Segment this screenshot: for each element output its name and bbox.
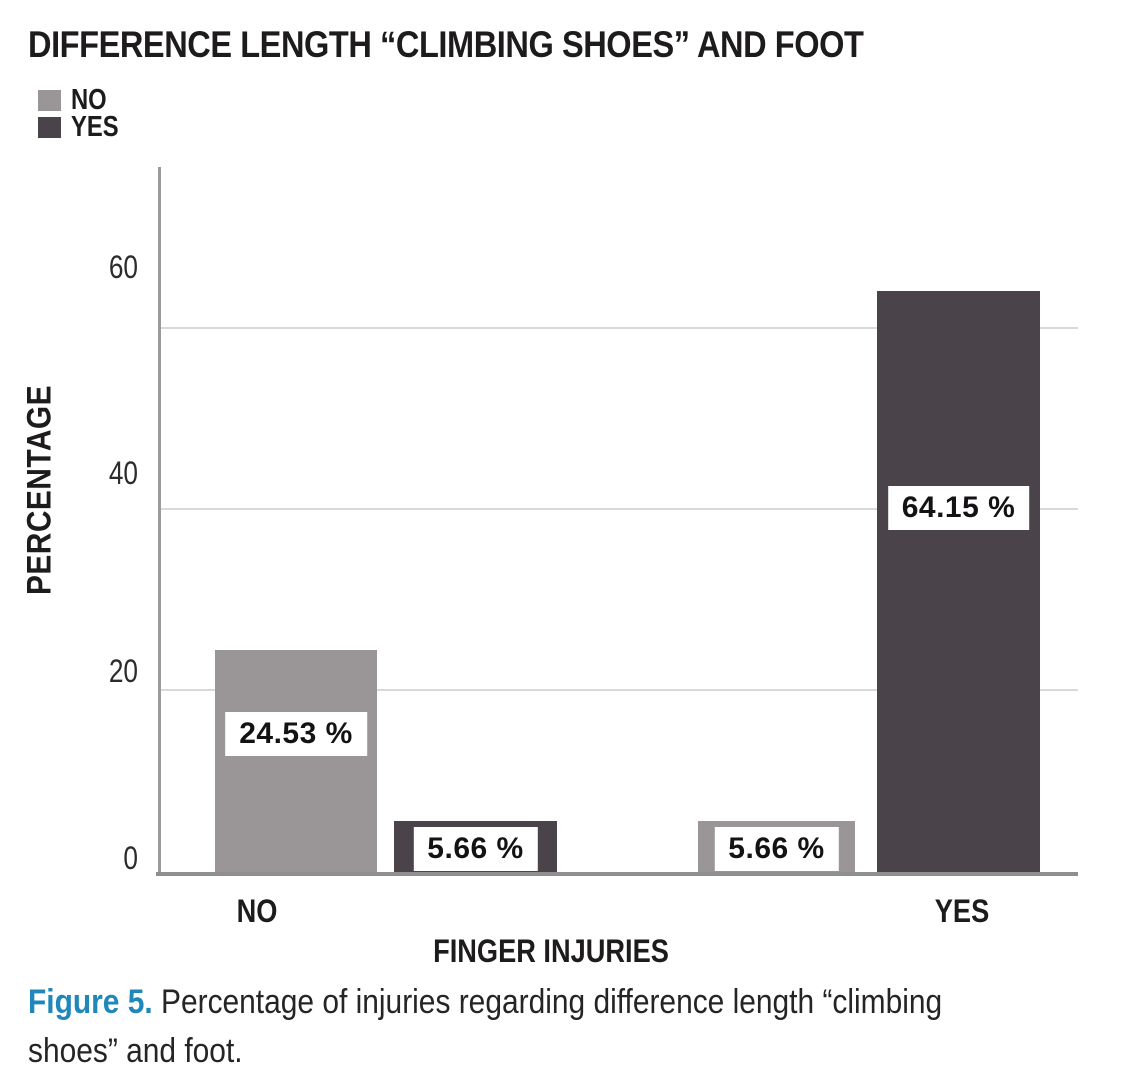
plot-area: 24.53 % 5.66 % 5.66 % 64.15 % — [158, 167, 1078, 872]
legend-swatch-yes — [38, 117, 61, 138]
chart-title: DIFFERENCE LENGTH “CLIMBING SHOES” AND F… — [28, 24, 864, 65]
legend-label-no: NO — [71, 84, 107, 116]
x-tick-label-yes: YES — [934, 893, 990, 929]
value-label-yes-yes: 64.15 % — [887, 486, 1030, 530]
bar-no-no — [215, 650, 377, 872]
gridline-60 — [158, 327, 1078, 329]
figure-number: Figure 5. — [28, 983, 153, 1021]
y-axis-line — [158, 167, 161, 875]
y-tick-label-60: 60 — [108, 249, 138, 285]
gridline-20 — [158, 689, 1078, 691]
y-tick-label-20: 20 — [108, 653, 138, 689]
value-label-yes-no: 5.66 % — [714, 827, 839, 871]
caption-line2: shoes” and foot. — [28, 1032, 243, 1070]
legend-item-no: NO — [38, 84, 129, 116]
y-tick-label-40: 40 — [108, 455, 138, 491]
x-axis-line — [156, 872, 1078, 876]
bar-yes-yes — [877, 291, 1040, 872]
value-label-no-no: 24.53 % — [225, 712, 367, 756]
legend-label-yes: YES — [71, 111, 119, 143]
value-label-no-yes: 5.66 % — [413, 827, 538, 871]
gridline-40 — [158, 508, 1078, 510]
legend-swatch-no — [38, 90, 61, 111]
figure-caption: Figure 5. Percentage of injuries regardi… — [28, 978, 942, 1076]
x-tick-label-no: NO — [236, 893, 278, 929]
legend-item-yes: YES — [38, 111, 129, 143]
caption-line1: Percentage of injuries regarding differe… — [152, 983, 943, 1021]
y-tick-label-0: 0 — [123, 840, 138, 876]
legend: NO YES — [38, 84, 129, 143]
x-axis-title: FINGER INJURIES — [433, 933, 669, 969]
